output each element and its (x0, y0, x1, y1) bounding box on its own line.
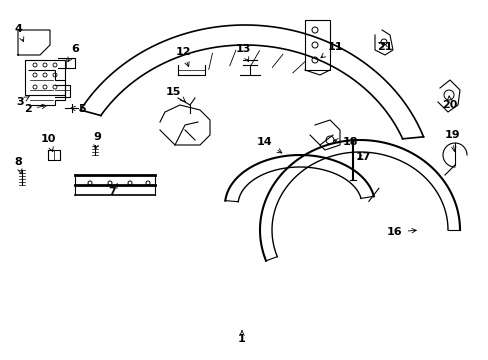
Text: 19: 19 (443, 130, 459, 151)
Text: 5: 5 (71, 104, 85, 114)
Text: 7: 7 (108, 184, 117, 197)
Text: 20: 20 (442, 96, 457, 110)
Text: 4: 4 (14, 24, 24, 42)
Text: 3: 3 (16, 97, 29, 107)
Text: 2: 2 (24, 104, 46, 114)
Text: 21: 21 (376, 42, 392, 52)
Text: 15: 15 (165, 87, 185, 102)
Text: 18: 18 (333, 137, 357, 147)
Text: 10: 10 (40, 134, 56, 152)
Text: 8: 8 (14, 157, 22, 174)
Text: 11: 11 (320, 42, 342, 58)
Text: 13: 13 (235, 44, 250, 62)
Text: 16: 16 (386, 227, 415, 237)
Text: 12: 12 (175, 47, 190, 67)
Text: 14: 14 (257, 137, 281, 153)
Text: 9: 9 (93, 132, 101, 149)
Text: 6: 6 (68, 44, 79, 62)
Text: 1: 1 (238, 331, 245, 344)
Text: 17: 17 (354, 152, 370, 162)
